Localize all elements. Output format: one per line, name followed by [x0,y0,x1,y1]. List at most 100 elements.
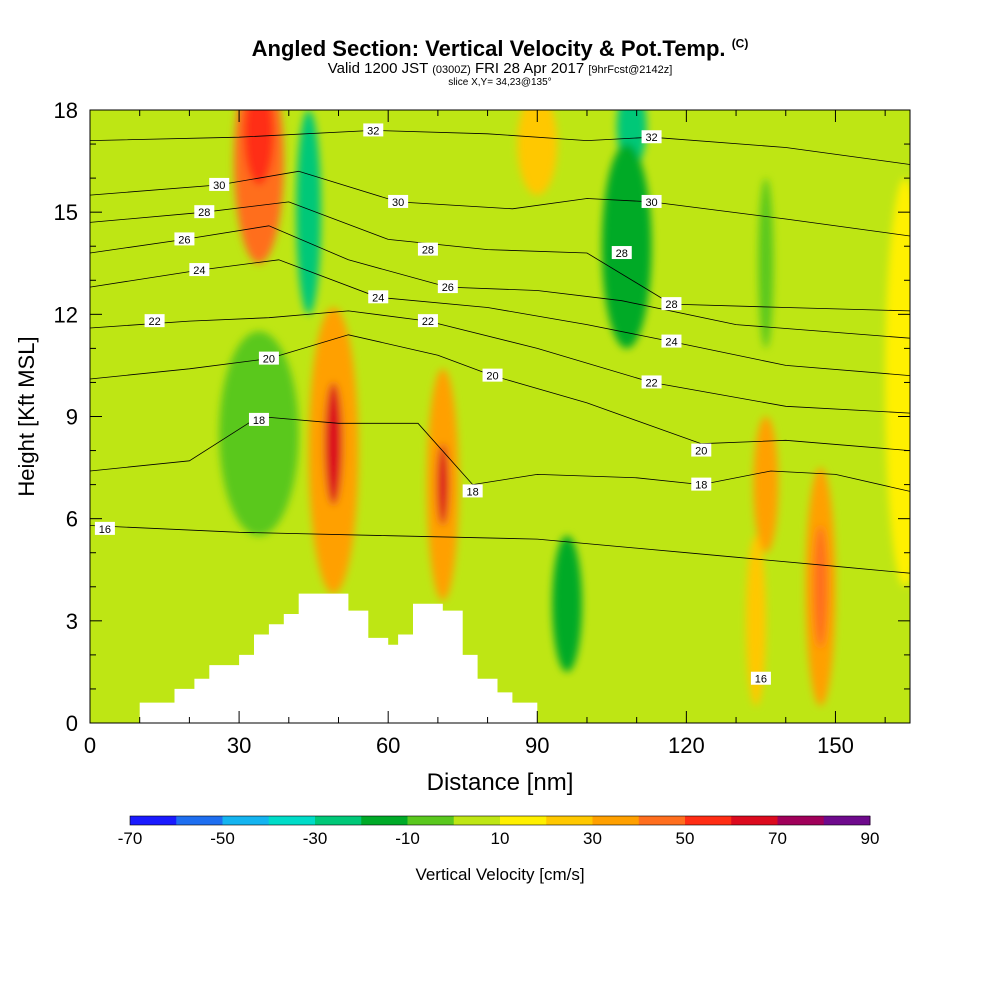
isotherm-label-text: 22 [645,377,657,389]
y-tick-label: 6 [66,507,78,532]
colorbar-swatch [130,816,177,825]
velocity-cell [885,178,910,587]
velocity-field [90,110,910,723]
isotherm-label-text: 32 [645,132,657,144]
isotherm-label-bg [174,232,195,246]
velocity-cell [219,331,299,536]
y-tick-label: 12 [54,302,78,327]
colorbar-swatch [176,816,223,825]
isotherm-label: 26 [174,232,195,246]
isotherm-label-text: 26 [178,234,190,246]
isotherm-label-text: 20 [695,446,707,458]
velocity-cell [324,382,343,506]
isotherm-label-text: 30 [213,180,225,192]
isotherm-label: 28 [611,246,632,260]
y-tick-label: 0 [66,711,78,736]
isotherm-label: 16 [94,521,115,536]
isotherm-label: 28 [661,297,682,311]
isotherm-label-text: 22 [148,316,160,328]
isotherm-label-text: 24 [372,292,384,304]
isotherm-line [90,170,910,237]
velocity-cell [758,178,774,349]
colorbar-swatch [546,816,593,825]
y-tick-label: 9 [66,405,78,430]
isotherm-label-text: 32 [367,125,379,137]
colorbar-swatch [500,816,547,825]
colorbar-swatch [268,816,316,825]
isotherm-label-bg [750,671,771,685]
colorbar-swatch [823,816,871,825]
isotherm-label-bg [248,412,269,426]
isotherm-label-bg [94,521,115,535]
isotherm-label: 18 [462,484,483,498]
isotherm-label: 30 [641,194,662,209]
isotherm-label-bg [194,205,215,219]
title-tag: (C) [731,36,749,51]
terrain-mask [139,593,538,723]
isotherm-label-bg [661,334,682,348]
isotherm-label: 18 [691,477,712,492]
isotherm-label: 30 [388,194,409,209]
x-axis-label: Distance [nm] [427,769,574,796]
isotherm-label: 16 [750,671,771,686]
isotherm-label-text: 26 [442,282,454,294]
valid-time: Valid 1200 JST (0300Z) FRI 28 Apr 2017 [… [0,60,1000,77]
isotherm-label-text: 30 [645,197,657,209]
isotherm-line [90,201,910,312]
isotherm-label-text: 18 [695,480,707,492]
axes: 0 30 60 90 120 150 0 3 6 9 12 15 18 Distance [nm] Heig… [14,98,911,796]
x-tick-label: 90 [525,733,549,758]
isotherm-label-bg [189,263,210,277]
colorbar-swatch [638,816,686,825]
colorbar-tick-label: -10 [395,829,420,848]
isotherm-line [90,129,910,165]
isotherm-labels: 32 30 28 26 24 22 30 28 26 24 22 20 18 20 18 16 32 30 28 28… [94,123,771,686]
y-tick-label: 18 [54,98,78,123]
isotherm-label-text: 22 [422,316,434,328]
colorbar-tick-label: 50 [676,829,695,848]
isotherm-label-bg [462,484,483,498]
isotherm-label-bg [417,242,438,256]
isotherm-label: 20 [482,368,503,383]
isotherm-line [90,416,910,492]
isotherm-label-text: 18 [467,486,479,498]
isotherm-label-bg [691,443,712,457]
isotherm-label: 20 [691,443,712,458]
colorbar-tick-label: -70 [118,829,143,848]
colorbar-frame [129,815,871,826]
isotherm-line [90,525,910,574]
isotherm-label-bg [388,194,409,208]
isotherm-label-bg [437,280,458,294]
slice-info: slice X,Y= 34,23@135° [448,77,552,88]
isotherm-line [90,259,910,376]
isotherm-label: 32 [363,123,384,137]
colorbar-swatch [453,816,501,825]
isotherm-label-text: 28 [422,245,434,257]
velocity-cell [296,110,322,315]
y-axis-label: Height [Kft MSL] [14,336,39,496]
y-tick-label: 3 [66,609,78,634]
valid-utc: (0300Z) [432,64,471,76]
colorbar-tick-label: 70 [768,829,787,848]
isotherm-label-bg [417,314,438,328]
isotherm-label: 22 [417,314,438,328]
colorbar-swatch [685,816,732,825]
isotherm-label-bg [611,246,632,260]
isotherm-label: 28 [194,205,215,219]
isotherm-label-text: 20 [263,354,275,366]
isotherm-label-bg [641,375,662,389]
isotherm-label-text: 30 [392,197,404,209]
isotherm-label-text: 16 [755,674,767,686]
isotherm-label-bg [363,123,384,137]
field-cells [219,110,910,706]
isotherm-label-bg [641,194,662,208]
velocity-cell [813,525,828,649]
colorbar-tick-label: 90 [861,829,880,848]
isotherm-label: 24 [189,263,210,277]
x-tick-label: 150 [817,733,854,758]
colorbar-swatch [361,816,408,825]
isotherm-label-bg [209,177,230,191]
y-tick-label: 15 [54,200,78,225]
